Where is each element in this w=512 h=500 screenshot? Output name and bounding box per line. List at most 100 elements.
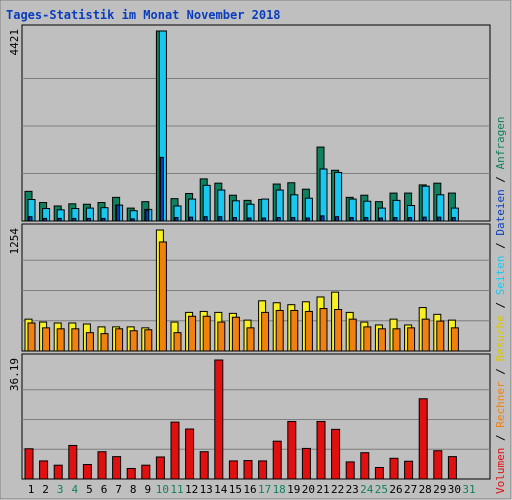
x-label-day-31: 31 xyxy=(462,483,475,496)
bar-volumen-day-25 xyxy=(374,466,384,480)
x-label-day-7: 7 xyxy=(115,483,122,496)
bar-rechner-day-16 xyxy=(246,327,255,352)
y-max-label: 4421 xyxy=(8,29,21,56)
bar-rechner-day-19 xyxy=(290,309,299,352)
x-label-day-14: 14 xyxy=(214,483,228,496)
bar-volumen-day-17 xyxy=(258,460,268,480)
x-label-day-5: 5 xyxy=(86,483,93,496)
bar-seiten-day-14 xyxy=(218,216,223,222)
legend-part-5: / xyxy=(494,295,507,315)
legend-part-0: Volumen xyxy=(494,448,507,494)
bar-rechner-day-23 xyxy=(348,318,357,352)
bar-rechner-day-28 xyxy=(421,318,430,352)
bar-volumen-day-13 xyxy=(199,451,209,480)
bar-seiten-day-27 xyxy=(408,217,413,222)
bar-seiten-day-3 xyxy=(57,217,62,222)
bar-rechner-day-22 xyxy=(334,309,343,352)
bar-rechner-day-9 xyxy=(144,329,153,352)
bar-rechner-day-29 xyxy=(436,320,445,352)
x-label-day-21: 21 xyxy=(316,483,329,496)
x-label-day-19: 19 xyxy=(287,483,300,496)
x-label-day-10: 10 xyxy=(156,483,169,496)
x-label-day-1: 1 xyxy=(28,483,35,496)
x-label-day-22: 22 xyxy=(331,483,344,496)
x-label-day-29: 29 xyxy=(433,483,446,496)
bar-seiten-day-4 xyxy=(72,217,77,222)
panel-background xyxy=(21,24,491,222)
legend-part-7: / xyxy=(494,236,507,256)
x-label-day-6: 6 xyxy=(101,483,108,496)
x-label-day-13: 13 xyxy=(200,483,213,496)
bar-seiten-day-24 xyxy=(364,217,369,222)
bar-seiten-day-16 xyxy=(247,217,252,222)
bar-seiten-day-13 xyxy=(203,216,208,222)
x-label-day-16: 16 xyxy=(243,483,256,496)
x-label-day-2: 2 xyxy=(42,483,49,496)
bar-seiten-day-6 xyxy=(101,217,106,222)
bar-dateien-day-21 xyxy=(319,168,328,222)
chart-panels: 4421 1254 36.19 xyxy=(8,24,491,480)
x-label-day-11: 11 xyxy=(170,483,183,496)
bar-dateien-day-18 xyxy=(275,189,284,222)
legend-part-10: Anfragen xyxy=(494,116,507,169)
bar-volumen-day-1 xyxy=(24,448,34,480)
bar-volumen-day-14 xyxy=(214,359,224,480)
bar-rechner-day-18 xyxy=(275,309,284,352)
bar-seiten-day-26 xyxy=(393,217,398,222)
y-max-label: 1254 xyxy=(8,228,21,255)
bar-dateien-day-28 xyxy=(421,185,430,222)
x-label-day-4: 4 xyxy=(71,483,78,496)
bar-volumen-day-7 xyxy=(112,456,122,480)
y-max-label: 36.19 xyxy=(8,358,21,391)
bar-volumen-day-28 xyxy=(418,398,428,480)
x-label-day-30: 30 xyxy=(448,483,461,496)
x-label-day-12: 12 xyxy=(185,483,198,496)
bar-volumen-day-3 xyxy=(53,464,63,480)
x-label-day-23: 23 xyxy=(346,483,359,496)
panel-hits: 4421 xyxy=(8,24,491,222)
bar-volumen-day-23 xyxy=(345,461,355,480)
bar-rechner-day-20 xyxy=(304,310,313,352)
bar-volumen-day-26 xyxy=(389,457,399,480)
x-label-day-28: 28 xyxy=(419,483,432,496)
legend-part-9: / xyxy=(494,169,507,189)
right-legend: Volumen / Rechner / Besuche / Seiten / D… xyxy=(494,116,507,494)
x-axis-labels: 1 2 3 4 5 6 7 8 9 10 11 12 13 14 15 16 17 18 19 20 21 22 23 24 2… xyxy=(28,483,476,496)
bar-seiten-day-1 xyxy=(28,216,33,222)
bar-volumen-day-24 xyxy=(360,452,370,480)
bar-volumen-day-11 xyxy=(170,421,180,480)
bar-volumen-day-10 xyxy=(155,456,165,480)
bar-seiten-day-10 xyxy=(159,156,164,222)
bar-rechner-day-2 xyxy=(42,327,51,352)
bar-rechner-day-1 xyxy=(27,322,36,352)
bar-seiten-day-8 xyxy=(130,218,135,222)
bar-volumen-day-5 xyxy=(82,464,92,480)
bar-seiten-day-23 xyxy=(349,217,354,222)
bar-seiten-day-18 xyxy=(276,217,281,222)
bar-volumen-day-15 xyxy=(228,460,238,480)
bar-seiten-day-17 xyxy=(262,217,267,222)
bar-volumen-day-4 xyxy=(68,444,78,480)
x-label-day-15: 15 xyxy=(229,483,242,496)
bar-seiten-day-2 xyxy=(43,217,48,222)
bar-rechner-day-5 xyxy=(85,332,94,352)
x-label-day-3: 3 xyxy=(57,483,64,496)
bar-volumen-day-19 xyxy=(287,420,297,480)
bar-rechner-day-17 xyxy=(261,311,270,352)
bar-rechner-day-21 xyxy=(319,308,328,352)
x-label-day-9: 9 xyxy=(144,483,151,496)
bar-volumen-day-12 xyxy=(185,428,195,480)
bar-seiten-day-22 xyxy=(335,216,340,222)
bar-volumen-day-29 xyxy=(433,450,443,480)
bar-seiten-day-25 xyxy=(378,217,383,222)
bar-rechner-day-27 xyxy=(407,327,416,352)
x-label-day-25: 25 xyxy=(375,483,388,496)
x-label-day-20: 20 xyxy=(302,483,315,496)
bar-seiten-day-21 xyxy=(320,215,325,222)
bar-rechner-day-7 xyxy=(115,328,124,352)
bar-volumen-day-20 xyxy=(301,447,311,480)
bar-volumen-day-2 xyxy=(39,460,49,480)
bar-seiten-day-15 xyxy=(232,217,237,222)
bar-rechner-day-8 xyxy=(129,330,138,352)
bar-volumen-day-9 xyxy=(141,464,151,480)
